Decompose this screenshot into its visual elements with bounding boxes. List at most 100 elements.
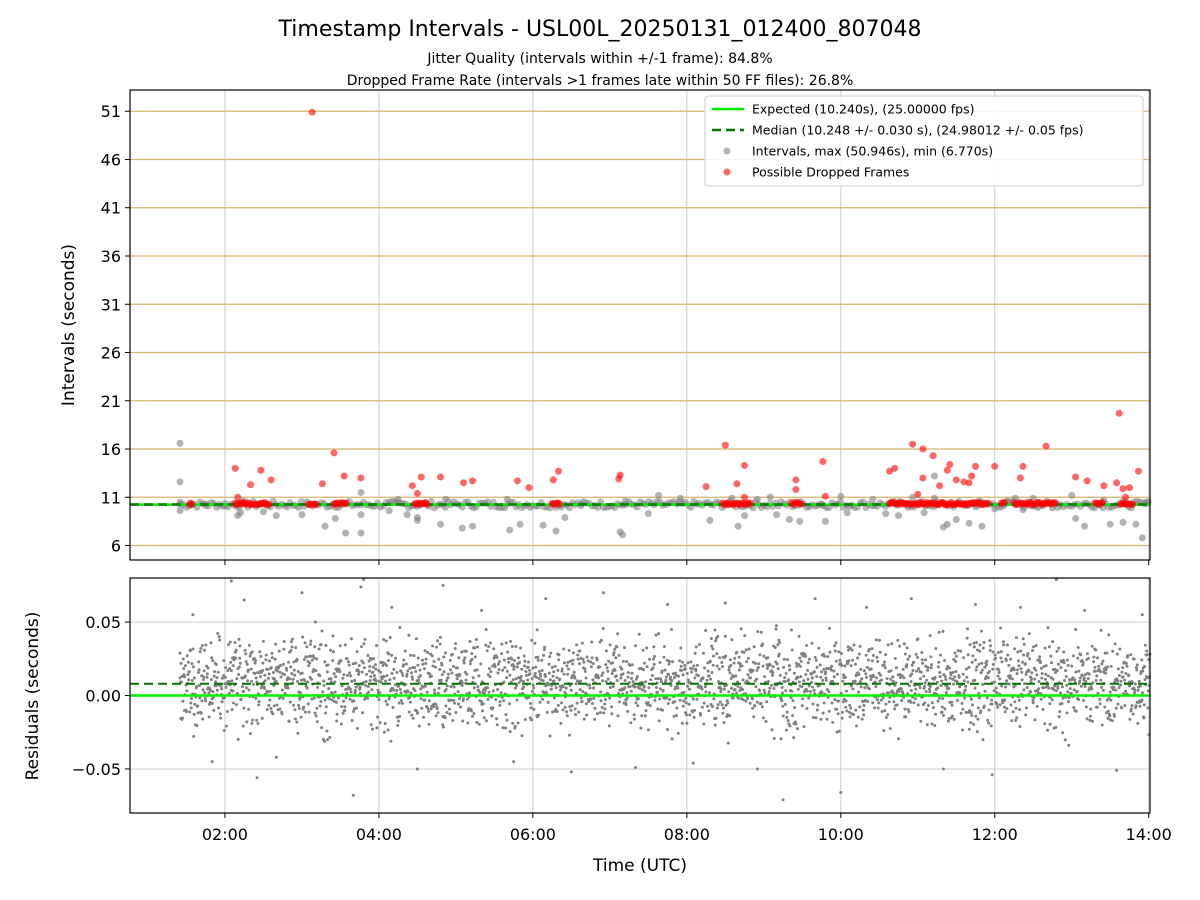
residual-point bbox=[245, 720, 249, 724]
residual-point bbox=[777, 652, 781, 656]
residual-point bbox=[1029, 677, 1033, 681]
residual-point bbox=[667, 672, 671, 676]
residual-point bbox=[976, 706, 980, 710]
residual-point bbox=[809, 672, 813, 676]
residual-point bbox=[993, 653, 997, 657]
residual-point bbox=[313, 645, 317, 649]
interval-point bbox=[357, 488, 365, 496]
residual-point bbox=[1015, 668, 1019, 672]
residual-point bbox=[1129, 707, 1133, 711]
residual-point bbox=[547, 683, 551, 687]
residual-point bbox=[407, 710, 411, 714]
residual-point bbox=[877, 638, 881, 642]
residual-point bbox=[207, 691, 211, 695]
residual-point bbox=[367, 669, 371, 673]
legend-dropped-label: Possible Dropped Frames bbox=[752, 165, 909, 180]
residual-point bbox=[1141, 669, 1145, 673]
residual-point bbox=[827, 690, 831, 694]
residual-point bbox=[870, 647, 874, 651]
residual-point bbox=[686, 661, 690, 665]
interval-point bbox=[331, 515, 339, 523]
residual-point bbox=[1062, 650, 1066, 654]
residual-point bbox=[683, 667, 687, 671]
residual-point bbox=[1077, 669, 1081, 673]
residual-point bbox=[862, 669, 866, 673]
residual-point bbox=[434, 714, 438, 718]
residual-point bbox=[586, 659, 590, 663]
residual-point bbox=[690, 670, 694, 674]
interval-point bbox=[821, 517, 829, 525]
residual-point bbox=[626, 671, 630, 675]
residual-point bbox=[1037, 679, 1041, 683]
residual-point bbox=[1011, 710, 1015, 714]
residual-point bbox=[924, 690, 928, 694]
residual-point bbox=[745, 679, 749, 683]
residual-point bbox=[218, 638, 222, 642]
residual-point bbox=[502, 680, 506, 684]
residual-point bbox=[1016, 650, 1020, 654]
residual-point bbox=[639, 726, 643, 730]
residual-point bbox=[930, 663, 934, 667]
residual-point bbox=[900, 674, 904, 678]
residual-point bbox=[665, 696, 669, 700]
residual-point bbox=[234, 648, 238, 652]
residual-point bbox=[400, 671, 404, 675]
residual-point bbox=[250, 679, 254, 683]
residual-point bbox=[359, 645, 363, 649]
residual-point bbox=[884, 702, 888, 706]
residual-point bbox=[534, 675, 538, 679]
residual-point bbox=[1018, 708, 1022, 712]
residual-point bbox=[894, 666, 898, 670]
residual-point bbox=[1042, 686, 1046, 690]
residual-point bbox=[559, 721, 563, 725]
residual-point bbox=[884, 715, 888, 719]
residual-point bbox=[827, 709, 831, 713]
residual-point bbox=[703, 666, 707, 670]
interval-point bbox=[176, 507, 184, 515]
residual-point bbox=[819, 717, 823, 721]
residual-point bbox=[377, 698, 381, 702]
dropped-frame-point bbox=[257, 466, 265, 474]
residual-point bbox=[885, 677, 889, 681]
residual-point bbox=[604, 663, 608, 667]
intervals-horizontal-grid bbox=[130, 110, 1150, 547]
residual-point bbox=[646, 703, 650, 707]
residual-point bbox=[487, 645, 491, 649]
residual-point bbox=[621, 672, 625, 676]
residual-point bbox=[446, 676, 450, 680]
residual-point bbox=[417, 678, 421, 682]
interval-point bbox=[741, 512, 749, 520]
residual-point bbox=[299, 715, 303, 719]
residual-point bbox=[548, 655, 552, 659]
residual-point bbox=[601, 671, 605, 675]
residual-point bbox=[433, 665, 437, 669]
residual-point bbox=[247, 707, 251, 711]
residual-point bbox=[289, 665, 293, 669]
residual-point bbox=[748, 701, 752, 705]
residual-point bbox=[444, 704, 448, 708]
residual-point bbox=[695, 663, 699, 667]
residual-point bbox=[976, 717, 980, 721]
residual-point bbox=[767, 690, 771, 694]
residual-point bbox=[616, 632, 620, 636]
residual-point bbox=[754, 685, 758, 689]
residual-point bbox=[778, 673, 782, 677]
residual-point bbox=[634, 765, 638, 769]
dropped-frame-point bbox=[891, 464, 899, 472]
residual-point bbox=[605, 666, 609, 670]
residual-point bbox=[481, 702, 485, 706]
residual-point bbox=[771, 665, 775, 669]
residual-point bbox=[1146, 706, 1150, 710]
residual-point bbox=[264, 658, 268, 662]
dropped-frame-point bbox=[1042, 442, 1050, 450]
residual-point bbox=[803, 654, 807, 658]
residual-point bbox=[711, 647, 715, 651]
residual-point bbox=[285, 668, 289, 672]
residual-point bbox=[442, 655, 446, 659]
residual-point bbox=[416, 663, 420, 667]
residual-point bbox=[565, 710, 569, 714]
residual-point bbox=[326, 738, 330, 742]
residual-point bbox=[641, 668, 645, 672]
residual-point bbox=[936, 665, 940, 669]
residual-point bbox=[360, 670, 364, 674]
